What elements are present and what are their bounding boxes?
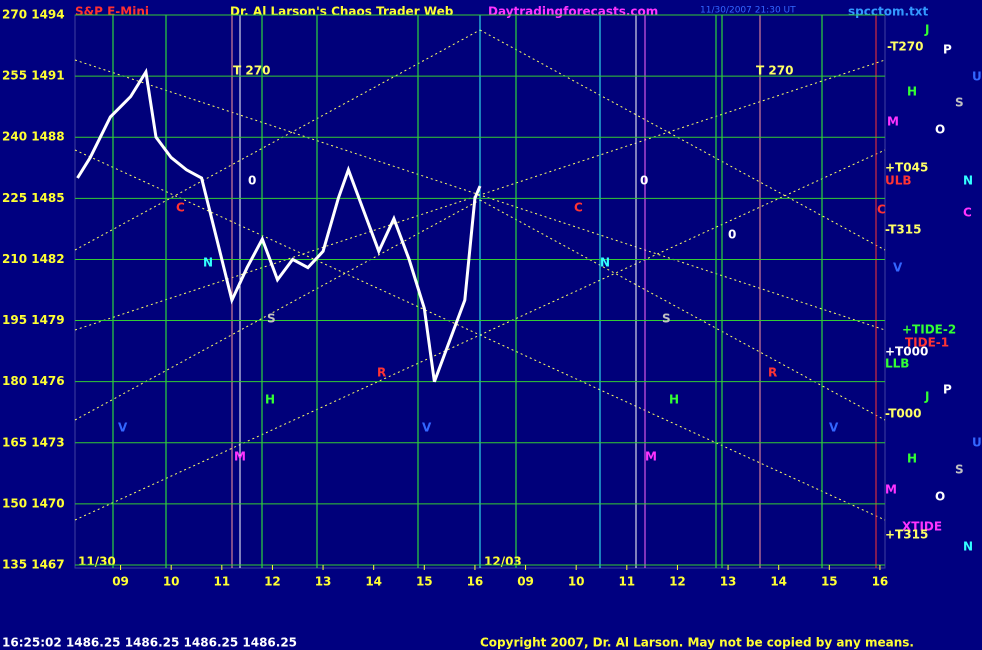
annotation: S — [955, 463, 964, 477]
annotation: N — [963, 174, 973, 188]
y-tick-label: 165 1473 — [2, 435, 65, 449]
annotation: ULB — [885, 174, 912, 188]
annotation: -T270 — [887, 40, 923, 54]
annotation: N — [963, 540, 973, 554]
annotation: +T315 — [885, 528, 928, 542]
annotation: 0 — [640, 174, 648, 188]
file-name: spcctom.txt — [848, 5, 928, 19]
y-tick-label: 135 1467 — [2, 558, 65, 572]
date-label: 11/30 — [78, 555, 116, 569]
annotation: +T000 — [885, 345, 928, 359]
annotation: N — [600, 256, 610, 270]
x-tick-label: 16 — [872, 575, 889, 589]
x-tick-label: 11 — [213, 575, 230, 589]
annotation: TIDE-1 — [905, 336, 949, 350]
vertical-lines — [112, 15, 877, 568]
y-tick-label: 195 1479 — [2, 313, 65, 327]
annotation: M — [885, 483, 897, 497]
x-tick-label: 12 — [669, 575, 686, 589]
annotation: V — [829, 421, 839, 435]
annotation: LLB — [885, 357, 909, 371]
annotation: M — [234, 450, 246, 464]
x-tick-label: 10 — [568, 575, 585, 589]
x-tick-label: 12 — [264, 575, 281, 589]
annotation: R — [377, 366, 386, 380]
annotation: V — [893, 261, 903, 275]
annotation: +T045 — [885, 161, 928, 175]
symbol: S&P E-Mini — [75, 5, 149, 19]
x-tick-label: 16 — [467, 575, 484, 589]
annotation: R — [768, 366, 777, 380]
price-line — [76, 67, 482, 383]
annotation: U — [972, 436, 982, 450]
y-tick-label: 210 1482 — [2, 252, 65, 266]
x-tick-label: 10 — [163, 575, 180, 589]
annotation: +TIDE-2 — [902, 323, 956, 337]
x-tick-label: 13 — [720, 575, 737, 589]
annotation: S — [267, 312, 276, 326]
annotation: C — [574, 201, 583, 215]
annotation: H — [907, 452, 917, 466]
annotation: 0 — [728, 228, 736, 242]
annotation: S — [662, 312, 671, 326]
annotation: T 270 — [756, 64, 793, 78]
annotation: M — [887, 115, 899, 129]
annotation: P — [943, 383, 952, 397]
copyright: Copyright 2007, Dr. Al Larson. May not b… — [480, 636, 914, 650]
annotation: H — [669, 393, 679, 407]
annotation: S — [955, 96, 964, 110]
y-tick-label: 270 1494 — [2, 8, 65, 22]
annotation: T 270 — [233, 64, 270, 78]
x-tick-label: 11 — [618, 575, 635, 589]
y-tick-label: 240 1488 — [2, 130, 65, 144]
annotation: XTIDE — [902, 520, 942, 534]
annotation: N — [203, 256, 213, 270]
annotation: V — [422, 421, 432, 435]
annotation: V — [118, 421, 128, 435]
annotation: U — [972, 70, 982, 84]
timestamp: 11/30/2007 21:30 UT — [700, 6, 796, 16]
x-tick-label: 13 — [315, 575, 332, 589]
annotation: C — [877, 203, 886, 217]
annotation: P — [943, 43, 952, 57]
website: Daytradingforecasts.com — [488, 5, 658, 19]
status-line: 16:25:02 1486.25 1486.25 1486.25 1486.25 — [2, 636, 297, 650]
x-tick-label: 14 — [770, 575, 787, 589]
x-tick-label: 09 — [517, 575, 534, 589]
annotation: -T000 — [885, 407, 921, 421]
annotation: C — [176, 201, 185, 215]
x-tick-label: 15 — [821, 575, 838, 589]
annotation: J — [924, 23, 929, 37]
annotation: -T315 — [885, 223, 921, 237]
x-tick-label: 15 — [416, 575, 433, 589]
annotation: J — [924, 390, 929, 404]
y-tick-label: 150 1470 — [2, 496, 65, 510]
annotation: C — [963, 206, 972, 220]
date-label: 12/03 — [484, 555, 522, 569]
x-tick-label: 14 — [365, 575, 382, 589]
chart-title: Dr. Al Larson's Chaos Trader Web — [230, 5, 454, 19]
annotation: O — [935, 490, 945, 504]
y-tick-label: 225 1485 — [2, 191, 65, 205]
y-tick-label: 255 1491 — [2, 69, 65, 83]
annotation: H — [907, 85, 917, 99]
y-tick-label: 180 1476 — [2, 374, 65, 388]
annotation: H — [265, 393, 275, 407]
annotation: 0 — [248, 174, 256, 188]
annotation: M — [645, 450, 657, 464]
annotation: O — [935, 123, 945, 137]
x-tick-label: 09 — [112, 575, 129, 589]
